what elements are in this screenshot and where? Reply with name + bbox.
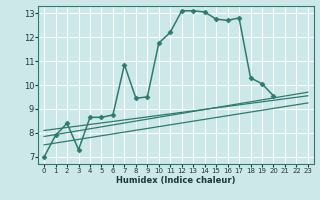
X-axis label: Humidex (Indice chaleur): Humidex (Indice chaleur) — [116, 176, 236, 185]
